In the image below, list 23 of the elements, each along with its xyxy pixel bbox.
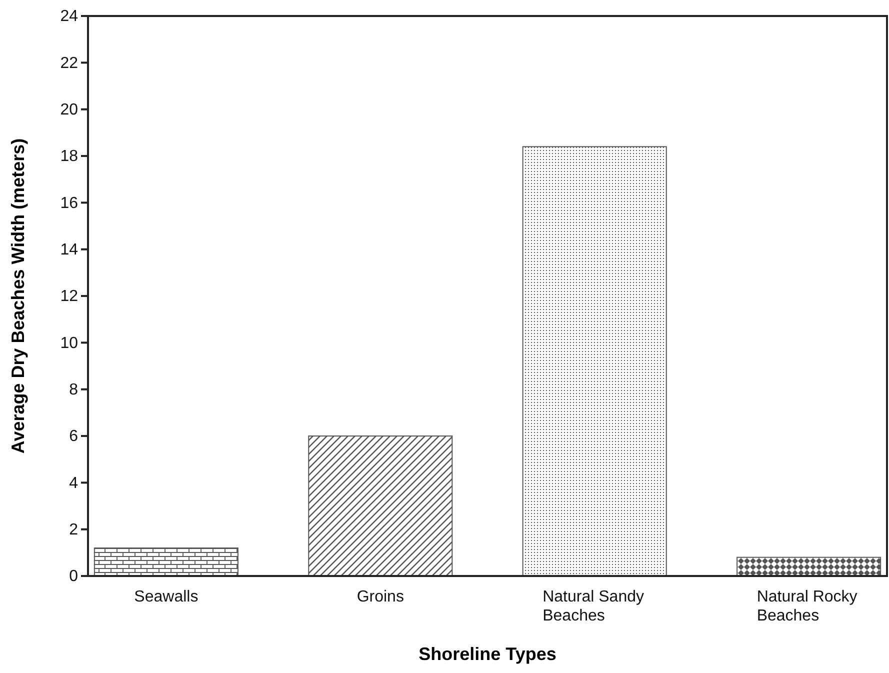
y-tick-label: 4 xyxy=(69,474,78,492)
x-axis-title: Shoreline Types xyxy=(418,644,556,664)
y-tick-label: 12 xyxy=(60,288,78,306)
bar xyxy=(736,556,882,576)
x-tick-label: Natural Rocky Beaches xyxy=(756,588,858,625)
y-tick-label: 14 xyxy=(60,241,78,258)
y-tick-label: 20 xyxy=(60,101,78,118)
x-tick-label: Seawalls xyxy=(134,588,198,606)
y-tick-label: 0 xyxy=(69,568,78,586)
y-tick-label: 6 xyxy=(69,428,78,446)
bar xyxy=(522,146,667,576)
y-axis-title: Average Dry Beaches Width (meters) xyxy=(8,138,28,454)
y-tick-label: 2 xyxy=(69,521,78,538)
y-tick-label: 8 xyxy=(69,381,78,398)
bar xyxy=(94,548,238,576)
x-tick-label: Groins xyxy=(356,588,404,606)
y-tick-label: 10 xyxy=(60,334,78,352)
bar xyxy=(308,436,453,576)
y-tick-label: 24 xyxy=(60,8,78,26)
y-tick-label: 22 xyxy=(60,54,78,72)
y-tick-label: 16 xyxy=(60,194,78,212)
x-tick-label: Natural Sandy Beaches xyxy=(542,588,644,625)
y-tick-label: 18 xyxy=(60,148,78,166)
